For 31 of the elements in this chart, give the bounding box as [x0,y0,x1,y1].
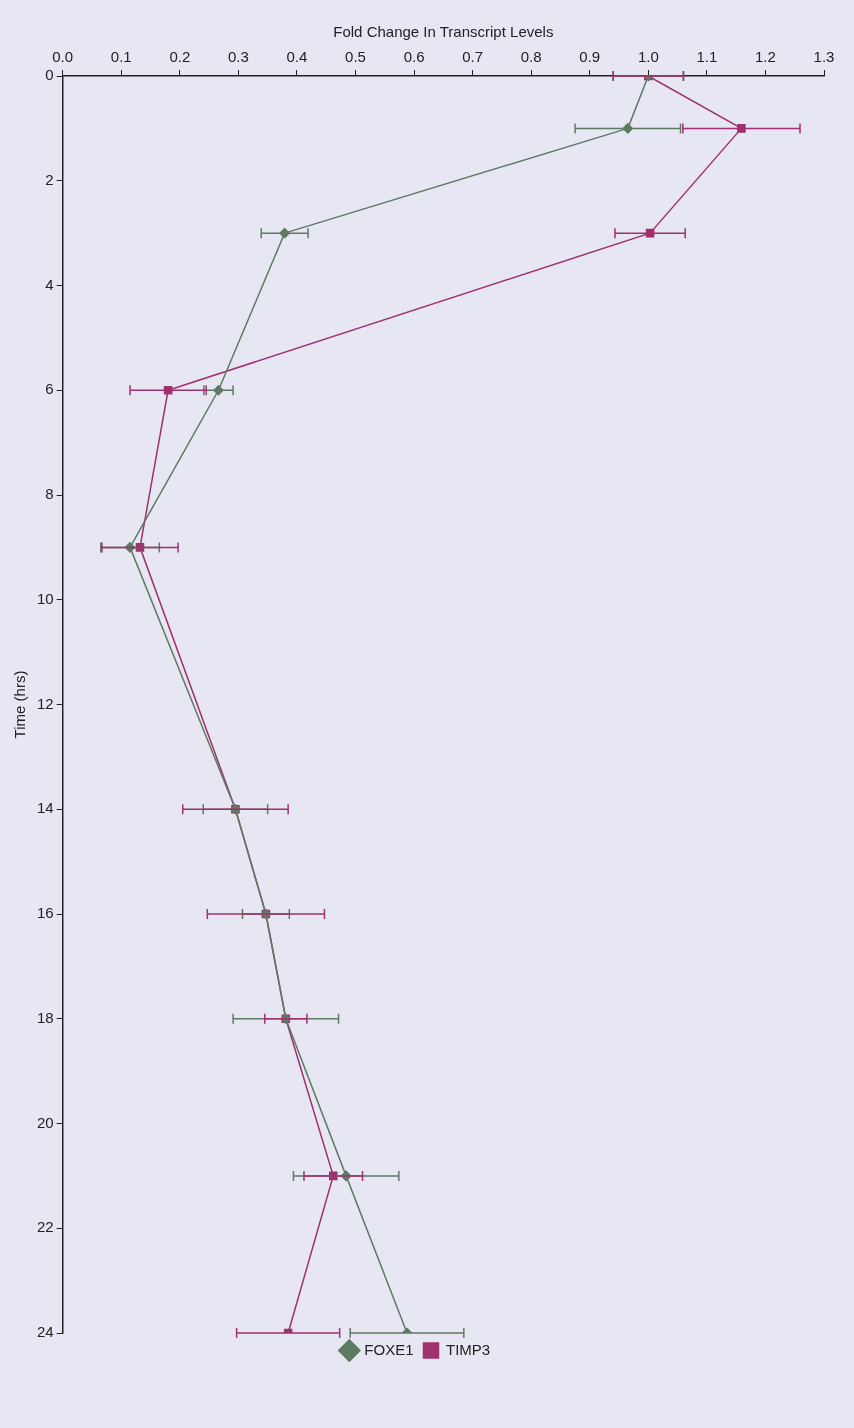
x-tick-label: 0.0 [52,48,74,66]
y-tick-label: 22 [37,1218,54,1236]
legend-label: FOXE1 [364,1340,414,1358]
y-tick-label: 12 [37,694,54,712]
x-tick-label: 0.6 [403,48,425,66]
x-tick-label: 0.4 [286,48,308,66]
y-tick-label: 10 [37,589,54,607]
y-tick-label: 4 [45,275,54,293]
y-tick-label: 18 [37,1008,54,1026]
y-tick-label: 0 [45,66,54,84]
x-axis-title: Fold Change In Transcript Levels [333,23,554,41]
x-tick-label: 0.5 [345,48,366,66]
legend-label: TIMP3 [446,1340,491,1358]
x-tick-label: 0.1 [110,48,132,66]
y-tick-label: 20 [37,1113,54,1131]
y-tick-label: 6 [45,380,54,398]
y-tick-label: 24 [37,1323,54,1341]
x-tick-label: 1.0 [637,48,659,66]
y-tick-label: 2 [45,170,54,188]
x-tick-label: 1.1 [696,48,718,66]
x-tick-label: 1.2 [755,48,776,66]
x-tick-label: 0.8 [520,48,542,66]
x-tick-label: 0.3 [227,48,249,66]
x-tick-label: 1.3 [813,48,835,66]
x-tick-label: 0.2 [169,48,191,66]
y-tick-label: 14 [37,799,54,817]
y-axis-title: Time (hrs) [11,670,29,739]
y-tick-label: 8 [45,485,54,503]
y-tick-label: 16 [37,904,54,922]
x-tick-label: 0.7 [462,48,484,66]
x-tick-label: 0.9 [579,48,601,66]
